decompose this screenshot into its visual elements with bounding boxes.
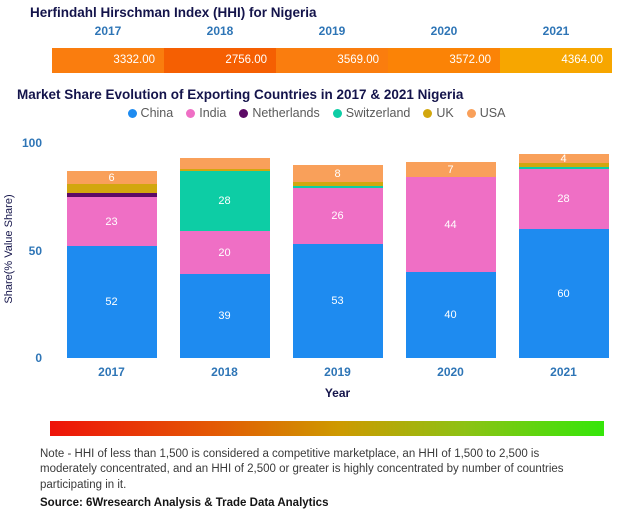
- y-tick-label: 100: [21, 136, 42, 150]
- bar-segment-value: 52: [105, 296, 118, 308]
- bar-segment-switzerland[interactable]: 28: [179, 171, 270, 231]
- bar-segment-india[interactable]: 23: [66, 197, 157, 246]
- bar-segment-value: 26: [331, 210, 344, 222]
- bar-segment-usa[interactable]: 7: [405, 162, 496, 177]
- bar-segment-uk[interactable]: [66, 184, 157, 193]
- bar-segment-value: 40: [444, 309, 457, 321]
- bar-segment-china[interactable]: 52: [66, 246, 157, 358]
- legend-item-uk[interactable]: UK: [423, 106, 454, 120]
- source-text: Source: 6Wresearch Analysis & Trade Data…: [40, 497, 329, 509]
- legend-label: USA: [479, 106, 506, 120]
- bar-segment-usa[interactable]: [179, 158, 270, 169]
- x-category-label: 2018: [211, 365, 238, 379]
- legend-item-usa[interactable]: USA: [466, 106, 506, 120]
- stacked-bar-plot: 52 23 6 39 20 28 53 26 8 40 44 7 60 28 4: [55, 143, 620, 358]
- hhi-years-row: 2017 2018 2019 2020 2021: [52, 24, 612, 38]
- hhi-value-segment: 3569.00: [276, 48, 388, 73]
- y-tick-label: 0: [35, 351, 42, 365]
- hhi-value-segment: 4364.00: [500, 48, 612, 73]
- x-category-label: 2020: [437, 365, 464, 379]
- x-category-label: 2017: [98, 365, 125, 379]
- hhi-year-label: 2018: [206, 24, 234, 38]
- bar-segment-uk[interactable]: [179, 169, 270, 171]
- bar-segment-china[interactable]: 53: [292, 244, 383, 358]
- hhi-year-label: 2017: [94, 24, 122, 38]
- hhi-value-segment: 3332.00: [52, 48, 164, 73]
- bar-segment-netherlands[interactable]: [66, 193, 157, 197]
- bar-segment-switzerland[interactable]: [292, 186, 383, 188]
- legend: China India Netherlands Switzerland UK USA: [0, 106, 633, 120]
- bar-segment-value: 8: [334, 167, 341, 180]
- legend-dot: [423, 108, 433, 118]
- bar-segment-india[interactable]: 26: [292, 188, 383, 244]
- stacked-bar-2020: 40 44 7: [405, 162, 496, 358]
- bar-segment-china[interactable]: 39: [179, 274, 270, 358]
- hhi-year-label: 2021: [542, 24, 570, 38]
- bar-segment-value: 28: [557, 193, 570, 205]
- stacked-bar-2018: 39 20 28: [179, 158, 270, 358]
- legend-label: UK: [436, 106, 454, 120]
- bar-segment-value: 6: [108, 171, 115, 184]
- hhi-year-label: 2019: [318, 24, 346, 38]
- stacked-bar-2017: 52 23 6: [66, 171, 157, 358]
- bar-segment-usa[interactable]: 4: [518, 152, 609, 165]
- bar-segment-value: 28: [218, 195, 231, 207]
- legend-label: Netherlands: [252, 106, 320, 120]
- bar-segment-india[interactable]: 20: [179, 231, 270, 274]
- bar-segment-switzerland[interactable]: [518, 167, 609, 169]
- x-axis-title: Year: [324, 386, 351, 400]
- bar-segment-value: 60: [557, 287, 570, 300]
- legend-dot: [332, 108, 342, 118]
- hhi-value-segment: 3572.00: [388, 48, 500, 73]
- x-category-label: 2019: [324, 365, 351, 379]
- stacked-bar-2019: 53 26 8: [292, 165, 383, 358]
- bar-segment-value: 7: [447, 163, 454, 176]
- hhi-value-segment: 2756.00: [164, 48, 276, 73]
- note-text: Note - HHI of less than 1,500 is conside…: [40, 448, 564, 491]
- bar-segment-value: 20: [218, 246, 231, 259]
- y-tick-label: 50: [28, 243, 42, 258]
- bar-segment-china[interactable]: 40: [405, 272, 496, 358]
- y-axis-ticks: 0 50 100: [0, 136, 48, 365]
- x-category-label: 2021: [550, 365, 577, 379]
- bar-segment-value: 39: [218, 310, 231, 322]
- bar-segment-value: 23: [105, 215, 118, 228]
- legend-item-india[interactable]: India: [186, 106, 226, 120]
- legend-item-netherlands[interactable]: Netherlands: [239, 106, 320, 120]
- legend-dot: [127, 108, 137, 118]
- bar-segment-value: 4: [560, 152, 567, 165]
- legend-label: Switzerland: [345, 106, 411, 120]
- legend-dot: [466, 108, 476, 118]
- bar-segment-india[interactable]: 28: [518, 169, 609, 229]
- legend-dot: [239, 108, 249, 118]
- hhi-title: Herfindahl Hirschman Index (HHI) for Nig…: [30, 5, 317, 20]
- bar-segment-value: 44: [444, 218, 457, 231]
- share-chart-title: Market Share Evolution of Exporting Coun…: [17, 87, 464, 102]
- legend-item-switzerland[interactable]: Switzerland: [332, 106, 411, 120]
- legend-dot: [186, 108, 196, 118]
- bar-segment-india[interactable]: 44: [405, 177, 496, 272]
- bar-segment-usa[interactable]: 8: [292, 165, 383, 182]
- legend-item-china[interactable]: China: [127, 106, 174, 120]
- bar-segment-uk[interactable]: [518, 163, 609, 167]
- legend-label: China: [140, 106, 174, 120]
- hhi-year-label: 2020: [430, 24, 458, 38]
- hhi-band: 3332.00 2756.00 3569.00 3572.00 4364.00: [52, 48, 612, 73]
- bar-segment-uk[interactable]: [292, 182, 383, 186]
- hhi-scale-gradient-bar: [50, 421, 604, 436]
- bar-segment-china[interactable]: 60: [518, 229, 609, 358]
- legend-label: India: [199, 106, 227, 120]
- bar-segment-usa[interactable]: 6: [66, 171, 157, 184]
- bar-segment-value: 53: [331, 295, 344, 307]
- stacked-bar-2021: 60 28 4: [518, 152, 609, 358]
